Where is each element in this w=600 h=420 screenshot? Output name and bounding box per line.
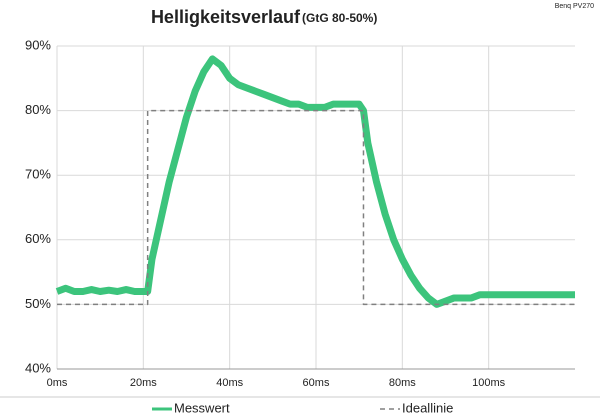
x-tick-label: 80ms [389,377,416,389]
series-line [57,109,575,306]
chart-title: Helligkeitsverlauf [151,7,301,27]
chart-subtitle: (GtG 80-50%) [302,11,377,25]
y-tick-label: 70% [25,167,51,182]
series-line [55,55,575,308]
y-tick-label: 40% [25,360,51,375]
y-tick-label: 80% [25,102,51,117]
legend-label: Ideallinie [402,400,453,415]
x-tick-label: 100ms [472,377,506,389]
x-tick-label: 60ms [303,377,330,389]
y-tick-label: 50% [25,296,51,311]
x-tick-label: 0ms [47,377,68,389]
x-tick-label: 20ms [130,377,157,389]
y-tick-label: 60% [25,231,51,246]
annotation: Benq PV270 [555,3,594,10]
x-tick-label: 40ms [216,377,243,389]
y-tick-label: 90% [25,37,51,52]
legend-label: Messwert [174,400,230,415]
